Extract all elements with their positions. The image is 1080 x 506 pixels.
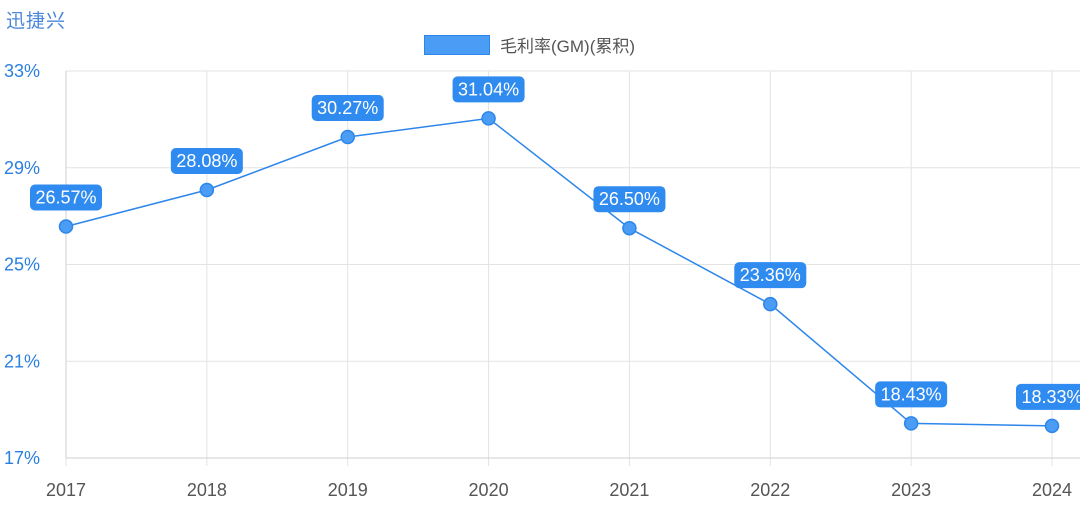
data-point xyxy=(1044,418,1060,434)
data-label: 23.36% xyxy=(740,265,801,285)
y-tick-label: 29% xyxy=(4,158,40,178)
data-point xyxy=(58,219,74,234)
y-tick-label: 21% xyxy=(4,351,40,371)
data-label: 28.08% xyxy=(176,151,237,171)
x-tick-label: 2017 xyxy=(46,480,86,500)
data-label-bg xyxy=(1016,383,1080,410)
y-tick-label: 25% xyxy=(4,255,40,275)
data-point xyxy=(903,416,919,431)
data-label: 18.43% xyxy=(881,384,942,404)
data-label-bg xyxy=(170,148,243,175)
data-point xyxy=(622,220,637,236)
data-label: 18.33% xyxy=(1021,387,1080,407)
brand-title: 迅捷兴 xyxy=(6,10,67,32)
data-label: 31.04% xyxy=(458,79,519,99)
data-label-bg xyxy=(593,186,666,213)
x-tick-label: 2024 xyxy=(1032,480,1072,500)
x-tick-label: 2019 xyxy=(328,480,368,500)
legend-label: 毛利率(GM)(累积) xyxy=(500,37,636,56)
x-tick-label: 2023 xyxy=(891,480,931,500)
y-tick-label: 17% xyxy=(4,448,40,468)
data-point xyxy=(481,111,496,126)
data-label-bg xyxy=(875,381,948,408)
x-tick-label: 2021 xyxy=(609,480,649,500)
y-tick-label: 33% xyxy=(4,61,40,81)
data-label: 26.57% xyxy=(35,188,96,208)
data-label-bg xyxy=(311,95,384,122)
data-label-bg xyxy=(734,262,807,289)
data-label-bg xyxy=(452,76,525,103)
data-label: 26.50% xyxy=(599,189,660,209)
data-label: 30.27% xyxy=(317,98,378,118)
x-tick-label: 2018 xyxy=(187,480,227,500)
legend[interactable]: 毛利率(GM)(累积) xyxy=(424,32,635,57)
data-point xyxy=(199,182,215,198)
data-point xyxy=(763,296,778,312)
legend-swatch xyxy=(424,34,490,55)
x-tick-label: 2020 xyxy=(469,480,509,500)
x-tick-label: 2022 xyxy=(750,480,790,500)
data-point xyxy=(340,129,355,145)
data-label-bg xyxy=(30,184,102,211)
